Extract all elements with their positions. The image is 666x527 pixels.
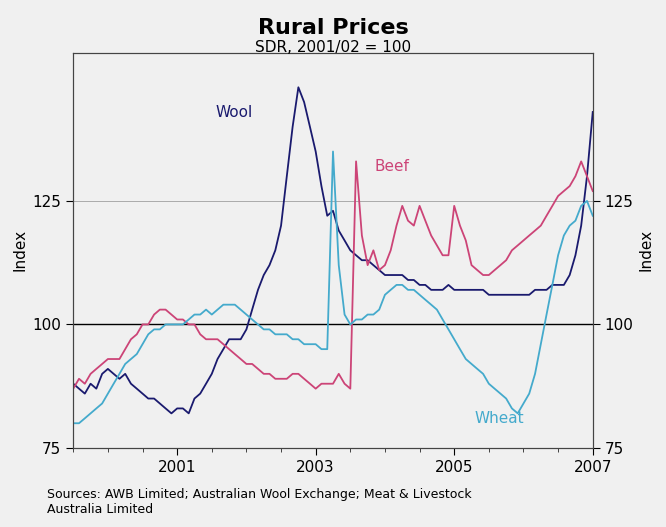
Text: Beef: Beef <box>374 159 410 174</box>
Y-axis label: Index: Index <box>12 229 27 271</box>
Text: Rural Prices: Rural Prices <box>258 18 408 38</box>
Y-axis label: Index: Index <box>639 229 654 271</box>
Text: Sources: AWB Limited; Australian Wool Exchange; Meat & Livestock
Australia Limit: Sources: AWB Limited; Australian Wool Ex… <box>47 489 472 516</box>
Text: Wool: Wool <box>215 105 252 120</box>
Text: SDR, 2001/02 = 100: SDR, 2001/02 = 100 <box>255 40 411 54</box>
Text: Wheat: Wheat <box>475 411 525 426</box>
